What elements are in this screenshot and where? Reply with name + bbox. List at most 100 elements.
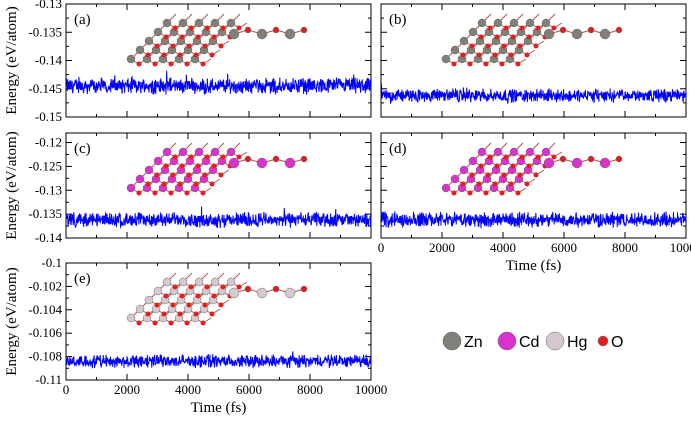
metal-atom (256, 28, 268, 40)
oxygen-atom (559, 26, 567, 34)
oxygen-atom (204, 25, 210, 31)
oxygen-atom (145, 311, 151, 317)
oxygen-atom (492, 181, 498, 187)
oxygen-atom (508, 181, 514, 187)
metal-atom (153, 286, 163, 296)
metal-atom (256, 157, 268, 169)
x-tick-label: 10000 (355, 382, 388, 397)
metal-atom (477, 147, 487, 157)
oxygen-atom (163, 163, 169, 169)
oxygen-atom (244, 26, 252, 34)
metal-atom (441, 54, 451, 64)
x-tick-label: 4000 (175, 382, 201, 397)
x-tick-label: 0 (63, 382, 70, 397)
oxygen-atom (526, 34, 532, 40)
oxygen-atom (510, 163, 516, 169)
oxygen-atom (519, 25, 525, 31)
oxygen-atom (587, 155, 595, 163)
structure-inset (126, 142, 308, 196)
legend-swatch-o (597, 335, 609, 347)
metal-atom (459, 36, 469, 46)
oxygen-atom (202, 43, 208, 49)
oxygen-atom (177, 52, 183, 58)
oxygen-atom (168, 190, 174, 196)
oxygen-atom (535, 154, 541, 160)
oxygen-atom (487, 154, 493, 160)
oxygen-atom (587, 26, 595, 34)
legend-swatch-zn (442, 331, 462, 351)
metal-atom (228, 287, 240, 299)
x-tick-label: 8000 (297, 382, 323, 397)
y-tick-label: -0.125 (28, 158, 62, 173)
metal-atom (210, 18, 220, 28)
energy-series-line (380, 82, 687, 104)
structure-inset (441, 142, 623, 196)
oxygen-atom (499, 61, 505, 67)
oxygen-atom (220, 154, 226, 160)
oxygen-atom (145, 52, 151, 58)
oxygen-atom (469, 43, 475, 49)
y-tick-label: -0.106 (28, 325, 62, 340)
oxygen-atom (236, 154, 242, 160)
oxygen-atom (161, 181, 167, 187)
panel-label: (b) (389, 12, 407, 28)
oxygen-atom (154, 172, 160, 178)
oxygen-atom (204, 154, 210, 160)
metal-atom (228, 157, 240, 169)
oxygen-atom (300, 26, 308, 34)
oxygen-atom (218, 172, 224, 178)
metal-atom (162, 147, 172, 157)
oxygen-atom (236, 284, 242, 290)
oxygen-atom (451, 190, 457, 196)
oxygen-atom (494, 163, 500, 169)
metal-atom (194, 277, 204, 287)
y-tick-label: -0.1 (41, 255, 62, 270)
oxygen-atom (478, 34, 484, 40)
metal-atom (450, 45, 460, 55)
oxygen-atom (168, 61, 174, 67)
metal-atom (525, 18, 535, 28)
oxygen-atom (152, 190, 158, 196)
metal-atom (153, 156, 163, 166)
oxygen-atom (172, 284, 178, 290)
oxygen-atom (533, 43, 539, 49)
oxygen-atom (209, 311, 215, 317)
oxygen-atom (200, 61, 206, 67)
energy-series-line (65, 351, 372, 369)
metal-atom (543, 157, 555, 169)
oxygen-atom (193, 311, 199, 317)
oxygen-atom (200, 320, 206, 326)
metal-atom (126, 183, 136, 193)
metal-atom (543, 28, 555, 40)
metal-atom (178, 277, 188, 287)
metal-atom (210, 147, 220, 157)
x-tick-label: 8000 (612, 240, 638, 255)
oxygen-atom (202, 172, 208, 178)
oxygen-atom (161, 311, 167, 317)
y-tick-label: -0.14 (35, 53, 63, 68)
oxygen-atom (184, 190, 190, 196)
oxygen-atom (204, 284, 210, 290)
oxygen-atom (236, 25, 242, 31)
oxygen-atom (218, 302, 224, 308)
oxygen-atom (487, 25, 493, 31)
metal-atom (450, 174, 460, 184)
y-axis-title: Energy (eV/atom) (4, 131, 20, 239)
oxygen-atom (136, 190, 142, 196)
metal-atom (509, 147, 519, 157)
oxygen-atom (300, 285, 308, 293)
metal-atom (144, 295, 154, 305)
oxygen-atom (483, 190, 489, 196)
legend-swatch-hg (545, 331, 565, 351)
oxygen-atom (272, 26, 280, 34)
oxygen-atom (244, 155, 252, 163)
x-tick-label: 0 (378, 240, 385, 255)
y-tick-label: -0.135 (28, 24, 62, 39)
oxygen-atom (535, 25, 541, 31)
energy-series-line (65, 206, 372, 229)
metal-atom (541, 18, 551, 28)
metal-atom (599, 157, 611, 169)
oxygen-atom (559, 155, 567, 163)
oxygen-atom (272, 155, 280, 163)
oxygen-atom (515, 61, 521, 67)
